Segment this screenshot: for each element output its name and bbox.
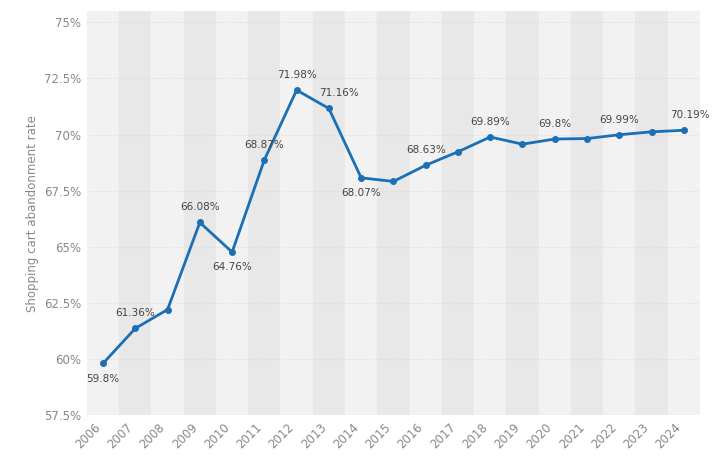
Text: 64.76%: 64.76%	[212, 262, 252, 272]
Text: 66.08%: 66.08%	[180, 202, 219, 213]
Bar	[442, 11, 474, 415]
Bar	[152, 11, 183, 415]
Text: 68.63%: 68.63%	[406, 145, 445, 155]
Bar	[506, 11, 539, 415]
Text: 59.8%: 59.8%	[87, 374, 120, 383]
Bar	[345, 11, 378, 415]
Bar	[87, 11, 119, 415]
Bar	[539, 11, 571, 415]
Bar	[216, 11, 248, 415]
Bar	[248, 11, 280, 415]
Bar	[313, 11, 345, 415]
Text: 68.87%: 68.87%	[245, 140, 284, 150]
Y-axis label: Shopping cart abandonment rate: Shopping cart abandonment rate	[25, 115, 38, 311]
Bar	[603, 11, 635, 415]
Bar	[571, 11, 603, 415]
Text: 71.16%: 71.16%	[318, 88, 358, 98]
Bar	[668, 11, 700, 415]
Text: 70.19%: 70.19%	[671, 110, 710, 120]
Text: 61.36%: 61.36%	[116, 308, 155, 318]
Text: 71.98%: 71.98%	[277, 70, 316, 80]
Bar	[474, 11, 506, 415]
Bar	[280, 11, 313, 415]
Bar	[119, 11, 152, 415]
Text: 69.8%: 69.8%	[538, 119, 571, 129]
Text: 69.99%: 69.99%	[599, 115, 639, 125]
Bar	[378, 11, 409, 415]
Bar	[409, 11, 442, 415]
Text: 68.07%: 68.07%	[342, 188, 381, 198]
Text: 69.89%: 69.89%	[470, 117, 510, 127]
Bar	[183, 11, 216, 415]
Bar	[635, 11, 668, 415]
